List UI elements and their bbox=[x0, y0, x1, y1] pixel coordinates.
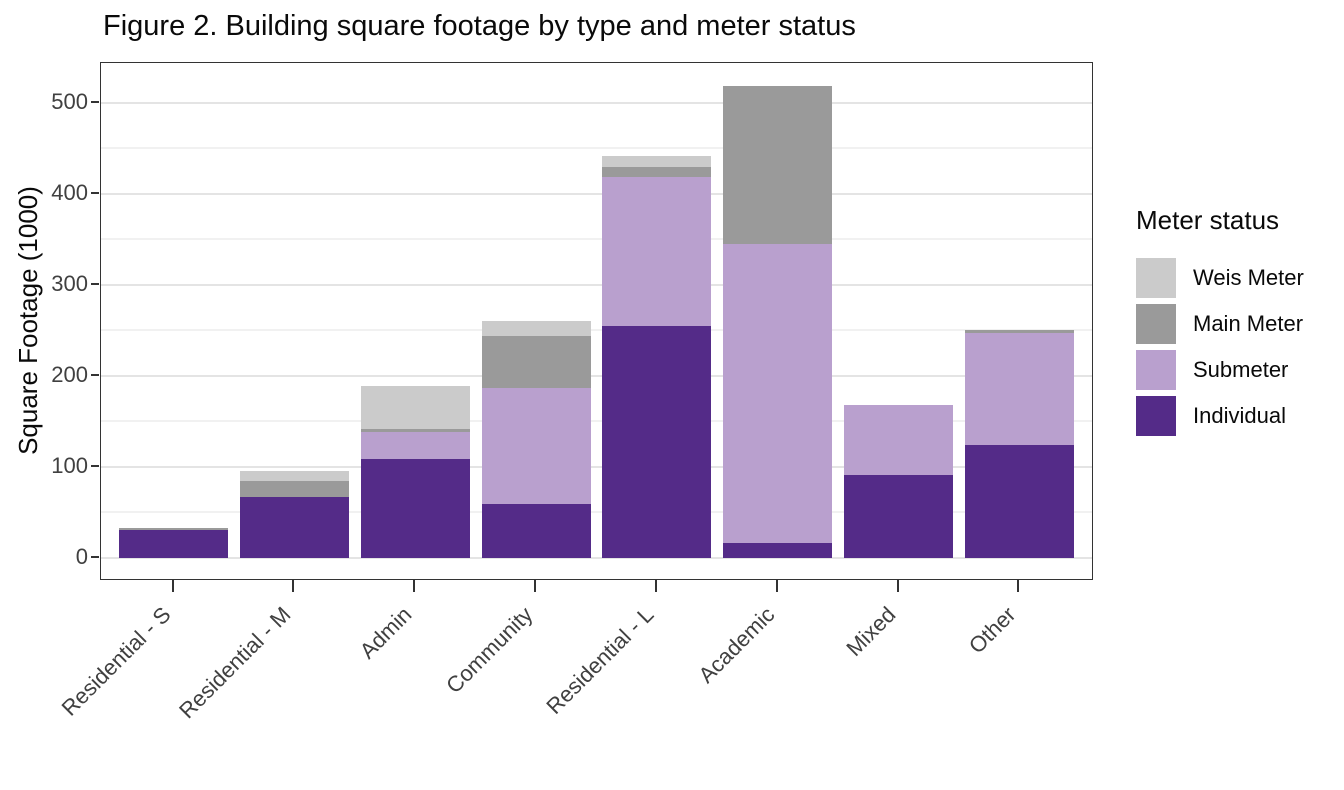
y-tick-label-400: 400 bbox=[51, 179, 88, 205]
bar-segment-weis-meter-admin bbox=[361, 386, 470, 430]
x-tick-other bbox=[1017, 580, 1020, 592]
bar-segment-weis-meter-community bbox=[482, 320, 591, 337]
bar-segment-submeter-community bbox=[482, 388, 591, 504]
legend-item-submeter: Submeter bbox=[1136, 350, 1304, 390]
gridline-minor-150 bbox=[101, 420, 1092, 422]
bar-segment-submeter-admin bbox=[361, 431, 470, 460]
y-tick-400 bbox=[91, 191, 99, 194]
gridline-major-100 bbox=[101, 465, 1092, 468]
bar-segment-individual-other bbox=[965, 444, 1074, 558]
chart-title: Figure 2. Building square footage by typ… bbox=[103, 10, 856, 42]
legend-item-main-meter: Main Meter bbox=[1136, 304, 1304, 344]
bar-segment-individual-academic bbox=[723, 542, 832, 558]
y-tick-0 bbox=[91, 555, 99, 558]
bar-segment-individual-residential-s bbox=[119, 530, 228, 558]
bar-segment-main-meter-community bbox=[482, 336, 591, 389]
x-tick-mixed bbox=[896, 580, 899, 592]
y-tick-300 bbox=[91, 282, 99, 285]
gridline-major-400 bbox=[101, 192, 1092, 195]
bar-segment-submeter-mixed bbox=[844, 404, 953, 475]
y-tick-label-200: 200 bbox=[51, 361, 88, 387]
legend-label-individual: Individual bbox=[1193, 403, 1286, 428]
y-tick-200 bbox=[91, 373, 99, 376]
bar-segment-main-meter-residential-l bbox=[602, 167, 711, 178]
legend-label-main-meter: Main Meter bbox=[1193, 311, 1304, 336]
x-tick-residential-s bbox=[171, 580, 174, 592]
figure: Figure 2. Building square footage by typ… bbox=[6, 10, 1304, 723]
bar-segment-individual-mixed bbox=[844, 474, 953, 558]
bar-segment-main-meter-residential-s bbox=[119, 528, 228, 531]
bar-segment-main-meter-residential-m bbox=[240, 481, 349, 498]
gridline-major-500 bbox=[101, 101, 1092, 104]
legend: Meter status Weis Meter Main Meter Submete… bbox=[1136, 205, 1304, 442]
bar-segment-submeter-residential-l bbox=[602, 177, 711, 327]
plot-panel bbox=[100, 62, 1093, 580]
bar-segment-main-meter-admin bbox=[361, 429, 470, 432]
gridline-minor-350 bbox=[101, 238, 1092, 240]
y-tick-label-500: 500 bbox=[51, 88, 88, 114]
gridline-major-300 bbox=[101, 283, 1092, 286]
gridline-major-0 bbox=[101, 556, 1092, 559]
x-tick-academic bbox=[775, 580, 778, 592]
bar-segment-submeter-academic bbox=[723, 243, 832, 543]
bar-segment-individual-residential-m bbox=[240, 497, 349, 558]
legend-title: Meter status bbox=[1136, 205, 1280, 235]
legend-swatch-weis-meter bbox=[1136, 258, 1176, 298]
bar-segment-weis-meter-residential-l bbox=[602, 156, 711, 168]
legend-swatch-submeter bbox=[1136, 350, 1176, 390]
y-tick-500 bbox=[91, 100, 99, 103]
legend-swatch-main-meter bbox=[1136, 304, 1176, 344]
y-tick-label-100: 100 bbox=[51, 452, 88, 478]
legend-items: Weis Meter Main Meter Submeter Individual bbox=[1136, 258, 1304, 436]
y-tick-100 bbox=[91, 464, 99, 467]
gridline-minor-50 bbox=[101, 511, 1092, 513]
legend-label-submeter: Submeter bbox=[1193, 357, 1289, 382]
legend-swatch-individual bbox=[1136, 396, 1176, 436]
gridline-minor-250 bbox=[101, 329, 1092, 331]
bar-segment-submeter-other bbox=[965, 332, 1074, 445]
bar-segment-weis-meter-residential-m bbox=[240, 471, 349, 482]
legend-item-individual: Individual bbox=[1136, 396, 1304, 436]
x-tick-residential-m bbox=[292, 580, 295, 592]
y-tick-label-0: 0 bbox=[75, 543, 88, 569]
bar-segment-main-meter-other bbox=[965, 330, 1074, 333]
x-tick-community bbox=[534, 580, 537, 592]
gridline-minor-450 bbox=[101, 147, 1092, 149]
y-tick-label-300: 300 bbox=[51, 270, 88, 296]
legend-item-weis-meter: Weis Meter bbox=[1136, 258, 1304, 298]
bar-segment-main-meter-academic bbox=[723, 86, 832, 244]
bar-segment-individual-community bbox=[482, 503, 591, 558]
y-axis-title: Square Footage (1000) bbox=[6, 62, 50, 578]
legend-label-weis-meter: Weis Meter bbox=[1193, 265, 1304, 290]
bar-segment-individual-admin bbox=[361, 459, 470, 558]
x-tick-residential-l bbox=[654, 580, 657, 592]
gridline-major-200 bbox=[101, 374, 1092, 377]
x-tick-admin bbox=[413, 580, 416, 592]
bar-segment-individual-residential-l bbox=[602, 326, 711, 558]
y-axis-title-text: Square Footage (1000) bbox=[12, 185, 43, 455]
